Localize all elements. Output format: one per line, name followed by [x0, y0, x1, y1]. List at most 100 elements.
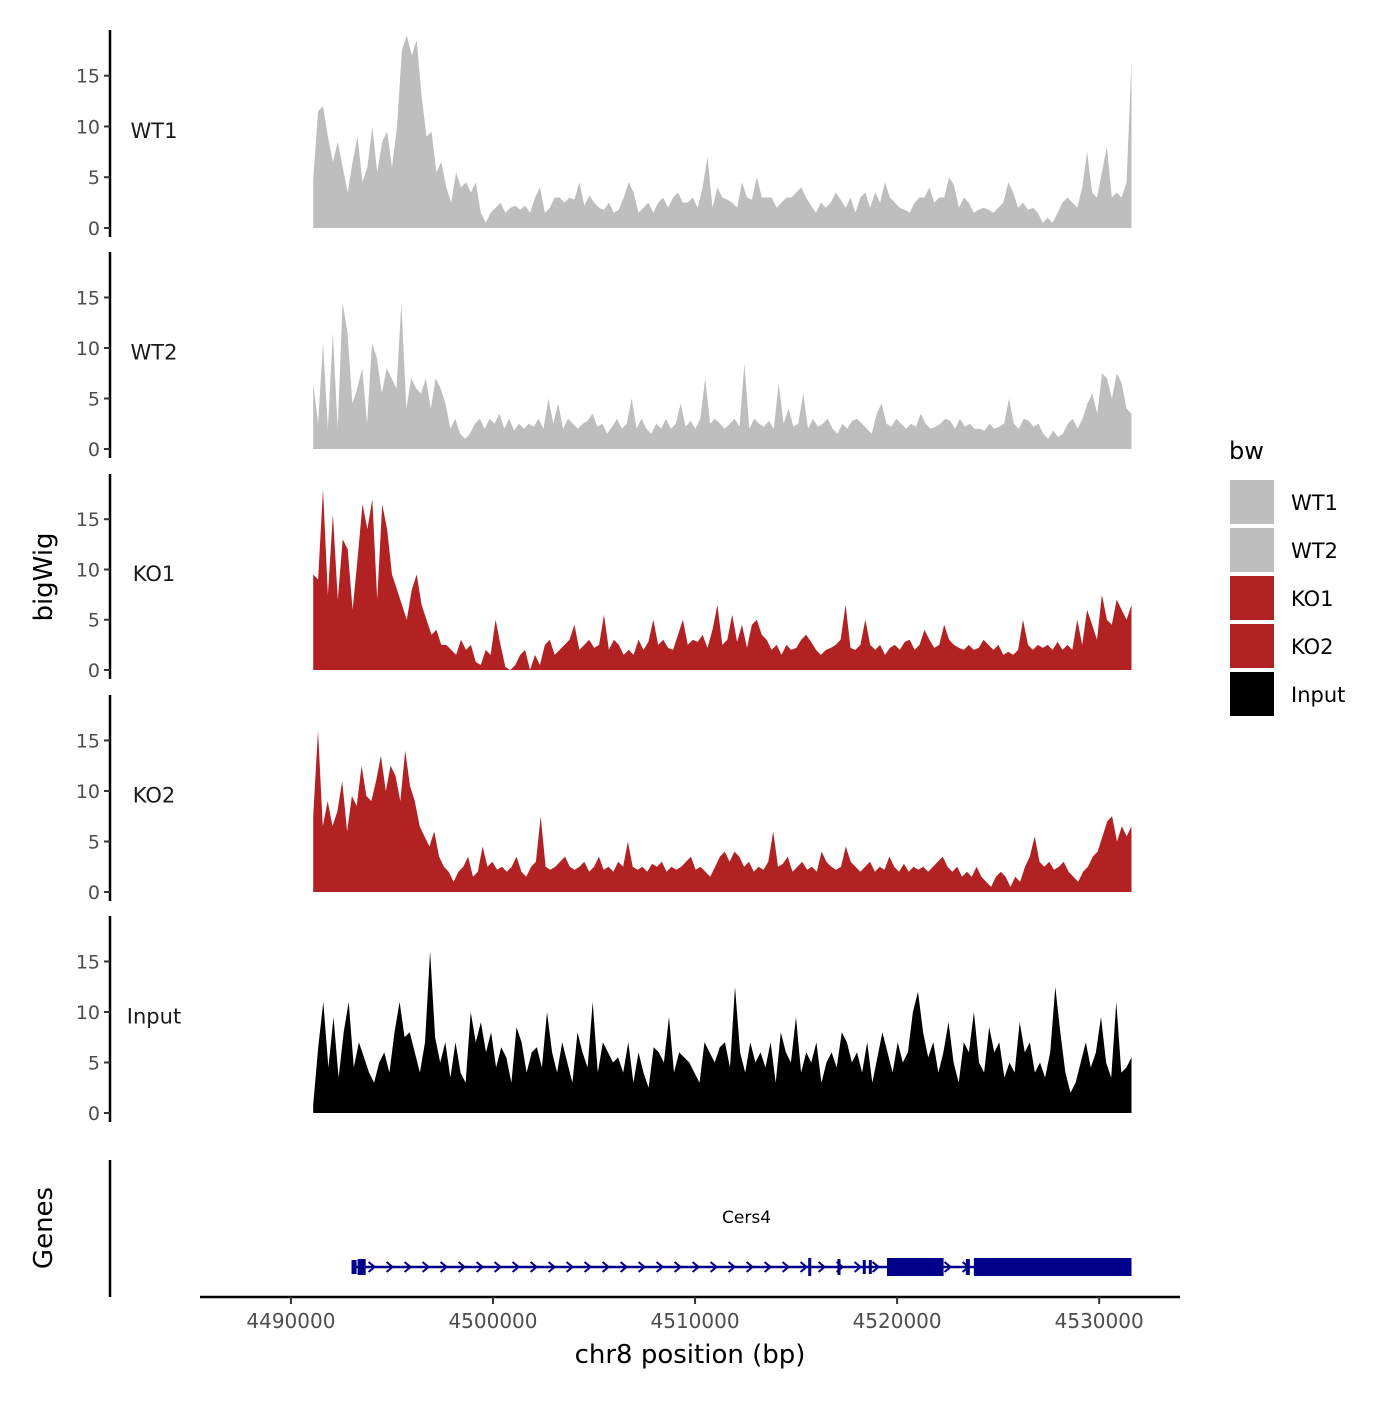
gene-exon [973, 1258, 1132, 1276]
area-wt1 [313, 35, 1132, 228]
y-tick-label: 15 [76, 66, 100, 88]
strand-arrow [637, 1261, 647, 1273]
legend-swatch-wt2 [1230, 528, 1274, 572]
legend-label-ko2: KO2 [1291, 635, 1334, 659]
strand-arrow [457, 1261, 467, 1273]
gene-exon [965, 1259, 970, 1275]
y-tick-label: 0 [88, 660, 100, 682]
gene-exon [351, 1260, 357, 1274]
y-tick-label: 15 [76, 287, 100, 309]
y-tick-label: 5 [88, 167, 100, 189]
y-tick-label: 15 [76, 509, 100, 531]
area-ko1 [313, 489, 1132, 670]
strand-arrow [673, 1261, 683, 1273]
strand-arrow [385, 1261, 395, 1273]
area-wt2 [313, 302, 1132, 449]
strand-arrow [799, 1261, 809, 1273]
gene-exon [868, 1260, 872, 1274]
x-tick-label: 4500000 [448, 1309, 537, 1333]
strand-arrow [529, 1261, 539, 1273]
strand-arrow [655, 1261, 665, 1273]
track-ko1: 0 5 10 15 KO1 [76, 474, 1132, 682]
gene-exon [862, 1260, 866, 1274]
x-tick-label: 4520000 [853, 1309, 942, 1333]
track-label-ko1: KO1 [133, 562, 176, 586]
x-axis: 4490000 4500000 4510000 4520000 4530000 [200, 1295, 1180, 1333]
strand-arrow [619, 1261, 629, 1273]
strand-arrow [763, 1261, 773, 1273]
gene-exon [837, 1259, 841, 1275]
x-tick-label: 4530000 [1055, 1309, 1144, 1333]
gene-exon [808, 1258, 812, 1276]
y-tick-label: 0 [88, 218, 100, 240]
y-tick-label: 5 [88, 388, 100, 410]
genes-axis-title: Genes [29, 1187, 59, 1269]
x-tick-label: 4490000 [246, 1309, 335, 1333]
legend-label-wt2: WT2 [1291, 539, 1338, 563]
y-axis-title: bigWig [29, 532, 59, 621]
strand-arrow [439, 1261, 449, 1273]
strand-arrow [421, 1261, 431, 1273]
y-tick-label: 10 [76, 338, 100, 360]
y-tick-label: 0 [88, 882, 100, 904]
strand-arrow [547, 1261, 557, 1273]
gene-label: Cers4 [722, 1208, 771, 1228]
strand-arrow [727, 1261, 737, 1273]
strand-arrow [691, 1261, 701, 1273]
x-tick-label: 4510000 [651, 1309, 740, 1333]
y-tick-label: 10 [76, 116, 100, 138]
legend-swatch-input [1230, 672, 1274, 716]
tracks: 0 5 10 15 WT1 0 5 10 15 WT2 0 5 10 15 KO1 0 5 10 15 KO2 0 5 10… [76, 30, 1132, 1125]
strand-arrow [817, 1261, 827, 1273]
strand-arrow [493, 1261, 503, 1273]
track-label-wt2: WT2 [131, 341, 178, 365]
track-ko2: 0 5 10 15 KO2 [76, 695, 1132, 904]
strand-arrow [709, 1261, 719, 1273]
legend-swatch-wt1 [1230, 480, 1274, 524]
y-tick-label: 10 [76, 1002, 100, 1024]
y-tick-label: 10 [76, 781, 100, 803]
y-tick-label: 10 [76, 559, 100, 581]
track-input: 0 5 10 15 Input [76, 916, 1132, 1125]
track-label-ko2: KO2 [133, 784, 176, 808]
track-wt2: 0 5 10 15 WT2 [76, 252, 1132, 461]
track-label-input: Input [127, 1005, 181, 1029]
y-tick-label: 5 [88, 610, 100, 632]
x-axis-title: chr8 position (bp) [575, 1340, 806, 1370]
legend-label-wt1: WT1 [1291, 491, 1338, 515]
gene-track: Cers4 [108, 1160, 1132, 1297]
strand-arrow [403, 1261, 413, 1273]
area-ko2 [313, 730, 1132, 892]
gene-exon [357, 1259, 366, 1275]
strand-arrow [367, 1261, 377, 1273]
strand-arrow [943, 1261, 953, 1273]
track-label-wt1: WT1 [131, 119, 178, 143]
y-tick-label: 0 [88, 1103, 100, 1125]
y-tick-label: 5 [88, 831, 100, 853]
track-wt1: 0 5 10 15 WT1 [76, 30, 1132, 240]
area-input [313, 951, 1132, 1113]
strand-arrow [511, 1261, 521, 1273]
legend: bw WT1 WT2 KO1 KO2 Input [1229, 437, 1345, 716]
strand-arrow [565, 1261, 575, 1273]
y-tick-label: 5 [88, 1052, 100, 1074]
legend-label-ko1: KO1 [1291, 587, 1334, 611]
strand-arrow [583, 1261, 593, 1273]
legend-label-input: Input [1291, 683, 1345, 707]
gene-exon [887, 1258, 944, 1276]
strand-arrow [475, 1261, 485, 1273]
strand-arrow [745, 1261, 755, 1273]
y-tick-label: 15 [76, 951, 100, 973]
legend-title: bw [1229, 437, 1264, 465]
strand-arrow [781, 1261, 791, 1273]
y-tick-label: 15 [76, 730, 100, 752]
strand-arrow [601, 1261, 611, 1273]
legend-swatch-ko1 [1230, 576, 1274, 620]
strand-arrow [871, 1261, 881, 1273]
legend-swatch-ko2 [1230, 624, 1274, 668]
y-tick-label: 0 [88, 439, 100, 461]
strand-arrow [853, 1261, 863, 1273]
